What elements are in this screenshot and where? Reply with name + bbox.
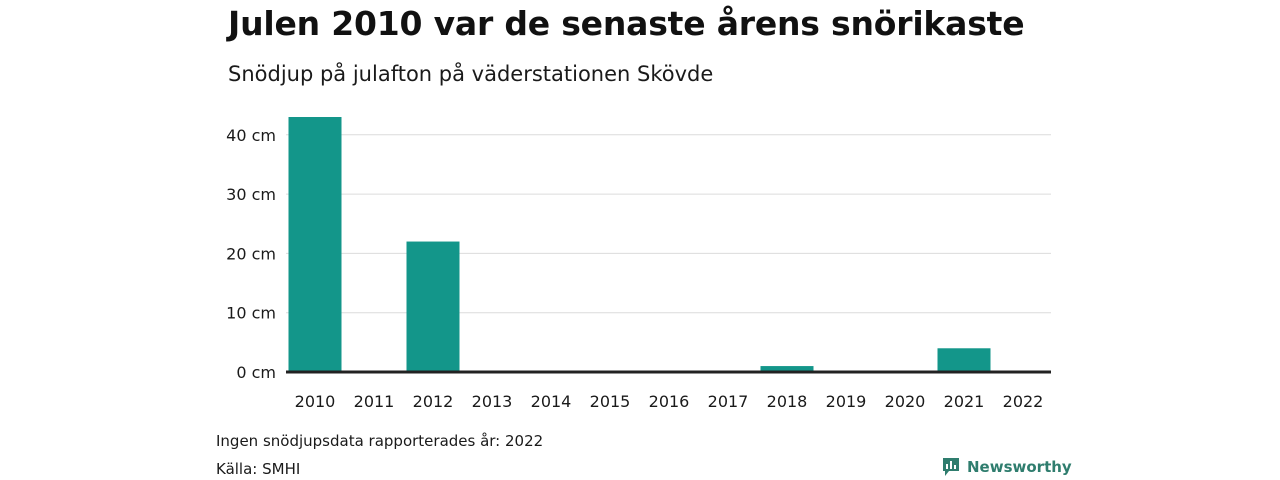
bar: [760, 366, 814, 372]
x-tick-label: 2015: [590, 392, 631, 411]
source-note: Källa: SMHI: [216, 460, 301, 478]
x-tick-label: 2010: [295, 392, 336, 411]
x-tick-label: 2013: [472, 392, 513, 411]
y-tick-label: 20 cm: [226, 244, 276, 263]
x-tick-label: 2022: [1003, 392, 1044, 411]
y-tick-label: 30 cm: [226, 185, 276, 204]
newsworthy-logo-icon: [943, 458, 959, 476]
x-tick-label: 2011: [354, 392, 395, 411]
bar: [406, 241, 460, 372]
x-tick-label: 2017: [708, 392, 749, 411]
x-tick-label: 2021: [944, 392, 985, 411]
x-tick-label: 2018: [767, 392, 808, 411]
chart-title: Julen 2010 var de senaste årens snörikas…: [228, 4, 1025, 43]
x-tick-label: 2012: [413, 392, 454, 411]
chart-subtitle: Snödjup på julafton på väderstationen Sk…: [228, 62, 714, 86]
newsworthy-brand: Newsworthy: [941, 455, 1072, 479]
brand-label: Newsworthy: [967, 458, 1072, 476]
bar: [288, 117, 342, 372]
y-tick-label: 40 cm: [226, 126, 276, 145]
x-tick-label: 2014: [531, 392, 572, 411]
x-tick-label: 2019: [826, 392, 867, 411]
y-tick-label: 0 cm: [236, 363, 276, 382]
y-tick-label: 10 cm: [226, 304, 276, 323]
x-tick-label: 2016: [649, 392, 690, 411]
bar: [937, 348, 991, 372]
x-tick-label: 2020: [885, 392, 926, 411]
missing-data-note: Ingen snödjupsdata rapporterades år: 202…: [216, 432, 544, 450]
